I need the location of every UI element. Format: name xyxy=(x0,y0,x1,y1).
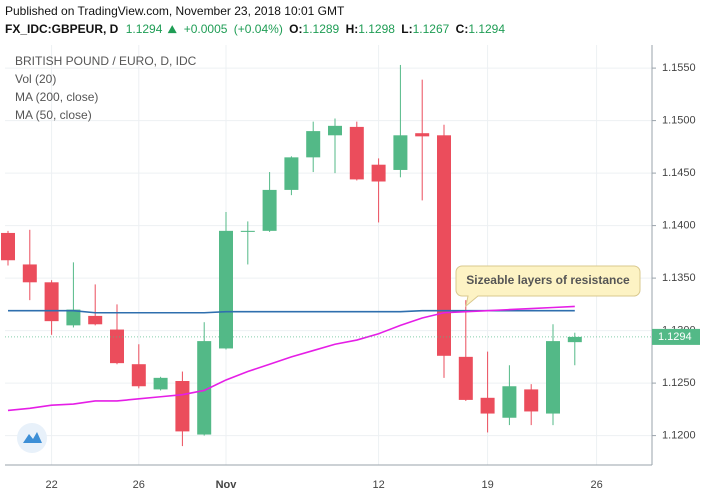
last-price: 1.1294 xyxy=(126,22,163,36)
candle-body xyxy=(1,232,15,261)
candle-body xyxy=(44,282,59,322)
y-tick-label: 1.1250 xyxy=(662,377,696,389)
candle-body xyxy=(415,133,430,137)
y-tick-label: 1.1500 xyxy=(662,115,696,127)
candle-body xyxy=(175,381,190,432)
x-tick-label: 26 xyxy=(133,479,145,491)
candle-body xyxy=(458,356,473,400)
open-value: 1.1289 xyxy=(303,22,340,36)
x-tick-label: 12 xyxy=(372,479,384,491)
x-tick-label: 26 xyxy=(590,479,602,491)
candle-body xyxy=(371,164,386,182)
candle-body xyxy=(22,264,37,283)
candle-body xyxy=(437,135,451,356)
close-value: 1.1294 xyxy=(468,22,505,36)
last-price-label: 1.1294 xyxy=(658,331,692,343)
close-label: C: xyxy=(456,22,469,36)
open-label: O: xyxy=(289,22,302,36)
candle-body xyxy=(524,389,539,412)
candle-body xyxy=(546,341,560,414)
candle-body xyxy=(88,315,103,325)
y-tick-label: 1.1550 xyxy=(662,62,696,74)
candle-body xyxy=(219,230,233,349)
low-label: L: xyxy=(401,22,412,36)
x-tick-label: 22 xyxy=(45,479,57,491)
candle-body xyxy=(153,377,168,390)
published-line: Published on TradingView.com, November 2… xyxy=(5,4,345,18)
change: +0.0005 xyxy=(184,22,228,36)
logo xyxy=(17,423,47,453)
legend-entry: MA (50, close) xyxy=(15,108,92,122)
candle-body xyxy=(567,336,582,343)
high-label: H: xyxy=(346,22,359,36)
legend-entry: MA (200, close) xyxy=(15,90,98,104)
y-tick-label: 1.1350 xyxy=(662,272,696,284)
x-tick-label: Nov xyxy=(216,479,238,491)
low-value: 1.1267 xyxy=(413,22,450,36)
callout: Sizeable layers of resistance xyxy=(455,265,641,308)
plot-area xyxy=(1,45,652,465)
callout-text: Sizeable layers of resistance xyxy=(466,273,630,287)
symbol: FX_IDC:GBPEUR, D xyxy=(5,22,119,36)
moving-average-line xyxy=(7,305,575,412)
candle-body xyxy=(306,131,321,158)
y-tick-label: 1.1200 xyxy=(662,430,696,442)
volume-legend: Vol (20) xyxy=(15,72,56,86)
candle-body xyxy=(110,329,124,364)
high-value: 1.1298 xyxy=(358,22,395,36)
x-tick-label: 19 xyxy=(481,479,493,491)
chart-title: BRITISH POUND / EURO, D, IDC xyxy=(15,54,197,68)
logo-mark xyxy=(23,432,42,443)
symbol-line: FX_IDC:GBPEUR, D 1.1294 +0.0005 (+0.04%)… xyxy=(5,22,505,36)
candle-body xyxy=(197,341,212,435)
candle-body xyxy=(66,309,81,326)
candle-body xyxy=(131,364,146,387)
y-tick-label: 1.1400 xyxy=(662,220,696,232)
callout-box xyxy=(455,265,641,308)
change-percent: (+0.04%) xyxy=(234,22,283,36)
candle-body xyxy=(284,157,299,190)
y-tick-label: 1.1450 xyxy=(662,167,696,179)
last-price-badge xyxy=(652,328,700,345)
candle-body xyxy=(349,126,364,180)
candle-body xyxy=(328,125,342,136)
up-arrow-icon xyxy=(167,25,177,34)
candle-body xyxy=(480,397,495,414)
candle-body xyxy=(393,135,408,170)
candle-body xyxy=(502,386,517,418)
candle-body xyxy=(262,189,277,231)
candle-body xyxy=(240,230,255,232)
